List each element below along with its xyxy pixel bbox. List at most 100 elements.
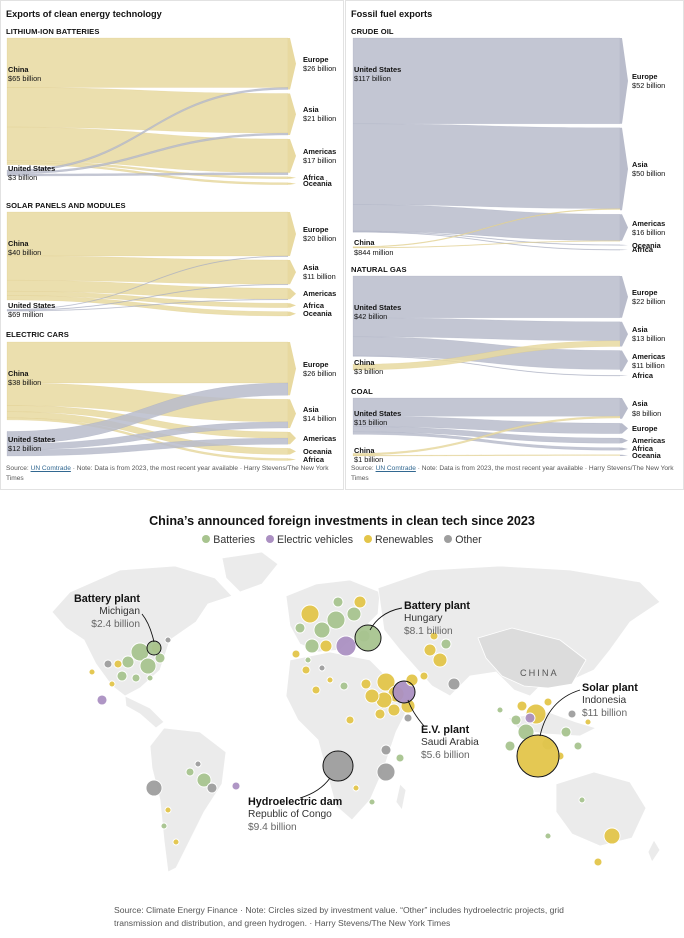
renewable-investment-bubble [172, 838, 180, 846]
legend-label: Batteries [213, 534, 256, 546]
renewable-investment-bubble [376, 672, 396, 692]
target-name: Europe [632, 71, 658, 81]
legend: Batteries Electric vehicles Renewables O… [0, 534, 684, 546]
target-label-oceania: Oceania [303, 309, 332, 318]
flows [352, 37, 621, 251]
section-title: ELECTRIC CARS [6, 330, 69, 339]
target-value: $11 billion [632, 361, 665, 371]
annotation-place: Hungary [404, 613, 443, 625]
flow-united-states-to-asia [6, 284, 289, 311]
source-label-united-states: United States $12 billion [8, 435, 55, 453]
renewable-investment-bubble [429, 631, 439, 641]
battery-investment-bubble [346, 606, 362, 622]
source-label-united-states: United States $42 billion [354, 303, 401, 321]
target-label-asia: Asia $14 billion [303, 405, 336, 423]
other-investment-bubble [145, 779, 163, 797]
source-value: $844 million [354, 247, 394, 257]
source-value: $117 billion [354, 74, 391, 84]
source-link[interactable]: UN Comtrade [375, 465, 416, 472]
renewable-investment-bubble [301, 665, 311, 675]
target-name: Africa [632, 444, 653, 454]
target-label-oceania: Oceania [632, 241, 661, 250]
target-name: Africa [632, 245, 653, 255]
indonesia-leader [539, 689, 581, 737]
renewable-investment-bubble [352, 784, 360, 792]
source-value: $15 billion [354, 417, 388, 427]
source-prefix: Source: [6, 465, 31, 472]
map-source: Source: Climate Energy Finance · Note: C… [114, 905, 564, 928]
target-name: Asia [632, 399, 648, 409]
highlight-ring [322, 750, 354, 782]
panel-source: Source: UN Comtrade · Note: Data is from… [6, 464, 336, 484]
annotation-type: Hydroelectric dam [248, 796, 343, 808]
source-value: $38 billion [8, 378, 42, 388]
highlight-ring [516, 734, 560, 778]
legend-ev: Electric vehicles [266, 534, 353, 546]
battery-investment-bubble [304, 656, 312, 664]
sankey-svg [6, 341, 296, 461]
renewable-investment-bubble [405, 673, 419, 687]
target-label-europe: Europe $52 billion [632, 72, 665, 90]
battery-investment-bubble [504, 740, 516, 752]
target-node-oceania [620, 244, 628, 246]
annotation-value: $8.1 billion [404, 625, 453, 637]
saudi-leader [407, 699, 425, 727]
target-value: $22 billion [632, 297, 666, 307]
source-name: China [354, 238, 375, 248]
renewable-investment-bubble [364, 688, 380, 704]
annotation-place: Indonesia [582, 695, 627, 707]
battery-investment-bubble [368, 798, 376, 806]
source-note: · Note: Data is from 2023, the most rece… [351, 465, 674, 482]
target-node-asia [288, 260, 296, 285]
source-name: United States [8, 164, 56, 174]
target-name: Oceania [632, 240, 661, 250]
section-title: SOLAR PANELS AND MODULES [6, 201, 126, 210]
annotation-place: Republic of Congo [248, 809, 332, 821]
target-label-europe: Europe $20 billion [303, 225, 336, 243]
flows [6, 341, 289, 461]
target-label-asia: Asia $21 billion [303, 105, 336, 123]
michigan-leader [141, 613, 155, 643]
target-label-europe: Europe $26 billion [303, 360, 336, 378]
target-value: $20 billion [303, 234, 337, 244]
target-label-africa: Africa [303, 301, 324, 310]
panel-border [0, 0, 344, 490]
target-value: $13 billion [632, 334, 666, 344]
renewable-investment-bubble [432, 652, 448, 668]
china-label: CHINA [520, 668, 559, 678]
renewable-investment-bubble [516, 700, 528, 712]
target-name: Asia [303, 263, 319, 273]
target-label-africa: Africa [632, 371, 653, 380]
target-node-africa [288, 458, 296, 461]
source-value: $42 billion [354, 312, 388, 322]
map-title: China’s announced foreign investments in… [149, 514, 535, 528]
source-link[interactable]: UN Comtrade [30, 465, 71, 472]
target-name: Americas [632, 436, 666, 446]
battery-investment-bubble [573, 741, 583, 751]
legend-batteries: Batteries [202, 534, 255, 546]
congo-leader [299, 777, 331, 799]
source-name: United States [8, 434, 56, 444]
highlight-ring [392, 680, 416, 704]
battery-investment-bubble [313, 621, 331, 639]
renewable-investment-bubble [300, 604, 320, 624]
source-label-china: China $3 billion [354, 358, 383, 376]
source-value: $3 billion [8, 173, 38, 183]
source-value: $40 billion [8, 248, 42, 258]
battery-investment-bubble [185, 767, 195, 777]
renewable-investment-bubble [319, 639, 333, 653]
renewable-investment-bubble [88, 668, 96, 676]
battery-investment-bubble [139, 657, 157, 675]
annotation-michigan: Battery plant Michigan $2.4 billion [72, 593, 140, 631]
annotation-type: Solar plant [582, 682, 638, 694]
target-node-asia [288, 93, 296, 136]
battery-investment-bubble [121, 655, 135, 669]
renewable-investment-bubble [603, 827, 621, 845]
other-investment-bubble [447, 677, 461, 691]
sankey-svg [6, 211, 296, 317]
target-node-americas [288, 432, 296, 445]
target-node-asia [288, 399, 296, 428]
other-investment-bubble [376, 762, 396, 782]
target-node-americas [288, 139, 296, 173]
ev-investment-bubble [335, 635, 357, 657]
